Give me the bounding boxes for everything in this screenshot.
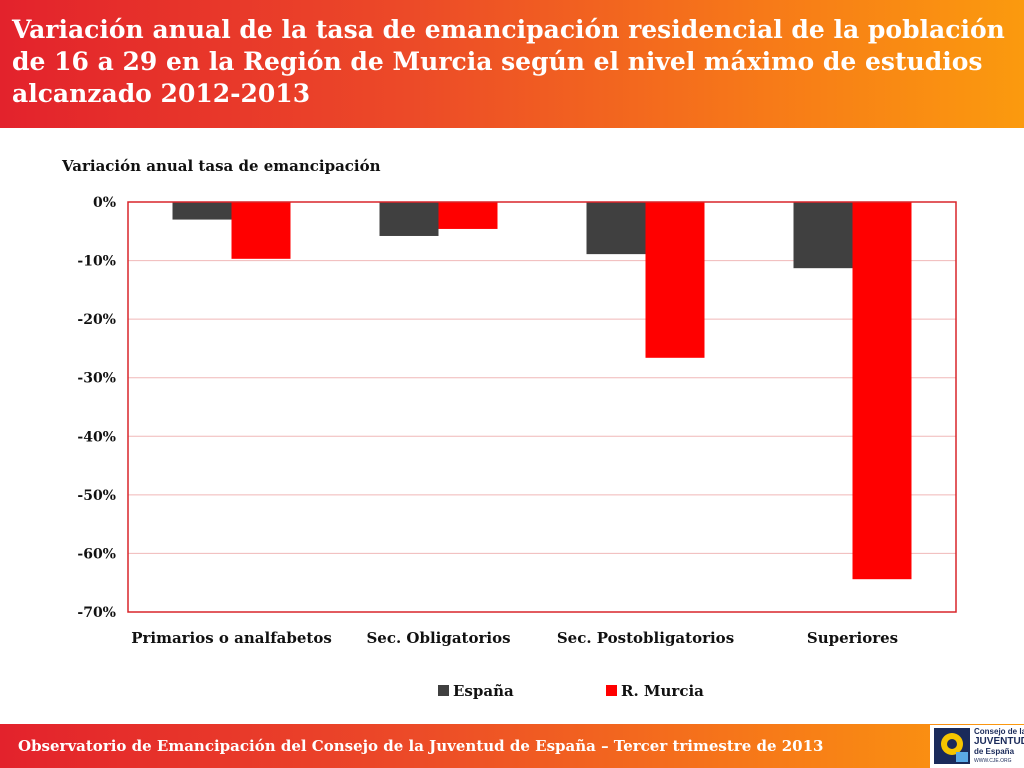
y-tick-label: 0% <box>93 195 116 211</box>
y-tick-label: -50% <box>77 488 116 504</box>
bar-murcia-2 <box>438 202 498 229</box>
footer-text: Observatorio de Emancipación del Consejo… <box>18 737 824 755</box>
legend-label-espana: España <box>453 682 514 700</box>
bar-espana-2 <box>379 202 439 236</box>
bar-murcia-3 <box>645 202 705 358</box>
footer-banner: Observatorio de Emancipación del Consejo… <box>0 724 1024 768</box>
bar-chart: Variación anual tasa de emancipación 0% -… <box>61 157 957 700</box>
logo-url: WWW.CJE.ORG <box>974 758 1012 764</box>
bar-espana-4 <box>793 202 853 269</box>
chart-y-axis-title: Variación anual tasa de emancipación <box>61 157 381 175</box>
legend-swatch-espana <box>438 685 449 696</box>
plot-area-frame <box>127 201 957 613</box>
logo-name: Consejo de la JUVENTUD de España <box>974 727 1024 756</box>
title-banner: Variación anual de la tasa de emancipaci… <box>0 0 1024 128</box>
cje-logo-icon <box>934 728 970 764</box>
y-tick-label: -60% <box>77 546 116 562</box>
bar-murcia-1 <box>231 202 291 259</box>
cje-logo: Consejo de la JUVENTUD de España WWW.CJE… <box>930 725 1024 768</box>
y-tick-label: -70% <box>77 605 116 621</box>
y-tick-label: -40% <box>77 429 116 445</box>
y-tick-label: -30% <box>77 371 116 387</box>
legend-label-murcia: R. Murcia <box>621 682 704 700</box>
y-tick-label: -20% <box>77 312 116 328</box>
category-label: Superiores <box>807 629 898 647</box>
bar-espana-3 <box>586 202 646 255</box>
category-label: Sec. Postobligatorios <box>557 629 734 647</box>
bar-espana-1 <box>172 202 232 220</box>
y-tick-label: -10% <box>77 254 116 270</box>
slide-title: Variación anual de la tasa de emancipaci… <box>12 15 1005 108</box>
bar-murcia-4 <box>852 202 912 580</box>
legend-swatch-murcia <box>606 685 617 696</box>
category-label: Primarios o analfabetos <box>131 629 332 647</box>
category-label: Sec. Obligatorios <box>366 629 510 647</box>
